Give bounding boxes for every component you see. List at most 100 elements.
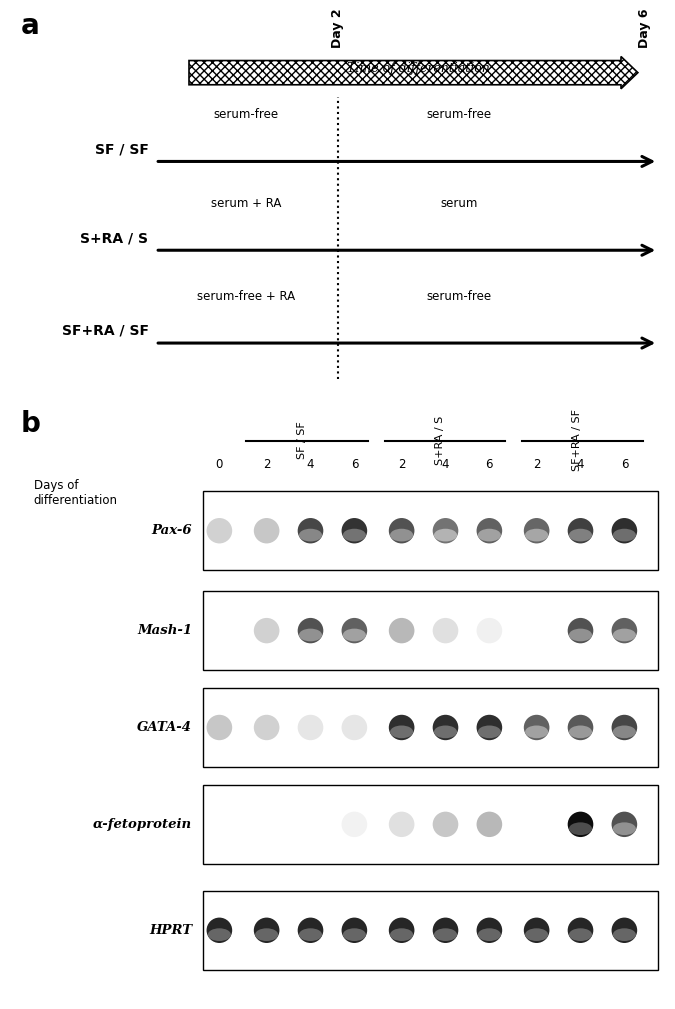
Ellipse shape xyxy=(477,917,502,943)
Ellipse shape xyxy=(298,714,323,741)
Ellipse shape xyxy=(612,811,637,837)
Text: serum-free: serum-free xyxy=(427,290,491,303)
Ellipse shape xyxy=(613,822,636,835)
Ellipse shape xyxy=(343,529,366,542)
Text: 6: 6 xyxy=(620,458,628,470)
Ellipse shape xyxy=(390,725,413,739)
Ellipse shape xyxy=(524,917,549,943)
Ellipse shape xyxy=(524,518,549,544)
Ellipse shape xyxy=(390,928,413,941)
Text: 4: 4 xyxy=(441,458,450,470)
Ellipse shape xyxy=(298,518,323,544)
Ellipse shape xyxy=(342,618,367,644)
Ellipse shape xyxy=(478,928,501,941)
Ellipse shape xyxy=(433,618,458,644)
Ellipse shape xyxy=(477,518,502,544)
Text: SF+RA / SF: SF+RA / SF xyxy=(61,324,148,338)
Text: b: b xyxy=(20,410,40,438)
Ellipse shape xyxy=(299,928,322,941)
Ellipse shape xyxy=(569,725,592,739)
Ellipse shape xyxy=(612,618,637,644)
Ellipse shape xyxy=(207,714,232,741)
Ellipse shape xyxy=(298,618,323,644)
Text: serum + RA: serum + RA xyxy=(211,197,281,210)
Ellipse shape xyxy=(477,618,502,644)
Text: serum-free: serum-free xyxy=(427,108,491,121)
Text: 4: 4 xyxy=(576,458,585,470)
FancyBboxPatch shape xyxy=(202,591,658,670)
Ellipse shape xyxy=(568,714,593,741)
Ellipse shape xyxy=(612,714,637,741)
Ellipse shape xyxy=(478,529,501,542)
Ellipse shape xyxy=(390,529,413,542)
Text: serum-free: serum-free xyxy=(214,108,279,121)
FancyBboxPatch shape xyxy=(202,785,658,864)
Ellipse shape xyxy=(612,518,637,544)
Ellipse shape xyxy=(254,518,279,544)
FancyBboxPatch shape xyxy=(202,688,658,767)
Ellipse shape xyxy=(568,618,593,644)
Text: Days of
differentiation: Days of differentiation xyxy=(34,479,117,508)
Ellipse shape xyxy=(298,917,323,943)
Ellipse shape xyxy=(568,518,593,544)
Ellipse shape xyxy=(433,714,458,741)
Text: Pax-6: Pax-6 xyxy=(152,525,192,537)
Ellipse shape xyxy=(568,917,593,943)
Ellipse shape xyxy=(433,917,458,943)
Ellipse shape xyxy=(299,529,322,542)
Ellipse shape xyxy=(343,928,366,941)
Ellipse shape xyxy=(342,518,367,544)
Text: SF / SF: SF / SF xyxy=(95,142,148,156)
Ellipse shape xyxy=(389,618,414,644)
Text: Day 6: Day 6 xyxy=(638,8,651,47)
Text: SF / SF: SF / SF xyxy=(297,421,307,459)
Text: 6: 6 xyxy=(350,458,358,470)
Ellipse shape xyxy=(434,529,457,542)
Text: α-fetoprotein: α-fetoprotein xyxy=(93,818,192,830)
Ellipse shape xyxy=(613,725,636,739)
Text: S+RA / S: S+RA / S xyxy=(80,231,148,245)
Ellipse shape xyxy=(389,714,414,741)
Ellipse shape xyxy=(343,629,366,642)
Text: 2: 2 xyxy=(398,458,406,470)
Text: Day 2: Day 2 xyxy=(331,8,344,47)
FancyBboxPatch shape xyxy=(202,491,658,570)
Ellipse shape xyxy=(477,811,502,837)
Ellipse shape xyxy=(568,811,593,837)
Ellipse shape xyxy=(342,811,367,837)
Ellipse shape xyxy=(254,917,279,943)
Text: 2: 2 xyxy=(533,458,541,470)
Ellipse shape xyxy=(478,725,501,739)
Ellipse shape xyxy=(207,917,232,943)
FancyBboxPatch shape xyxy=(202,891,658,970)
Ellipse shape xyxy=(613,629,636,642)
Ellipse shape xyxy=(525,529,548,542)
Ellipse shape xyxy=(613,529,636,542)
Text: 4: 4 xyxy=(306,458,315,470)
Text: serum-free + RA: serum-free + RA xyxy=(197,290,296,303)
Ellipse shape xyxy=(612,917,637,943)
Ellipse shape xyxy=(254,618,279,644)
Text: serum: serum xyxy=(440,197,478,210)
Ellipse shape xyxy=(524,714,549,741)
Ellipse shape xyxy=(342,917,367,943)
Ellipse shape xyxy=(342,714,367,741)
Ellipse shape xyxy=(477,714,502,741)
Ellipse shape xyxy=(208,928,231,941)
Text: Time of differentiation: Time of differentiation xyxy=(347,63,490,75)
Text: HPRT: HPRT xyxy=(149,924,192,936)
Text: S+RA / S: S+RA / S xyxy=(435,416,445,464)
Text: 0: 0 xyxy=(216,458,223,470)
Ellipse shape xyxy=(569,629,592,642)
Ellipse shape xyxy=(525,928,548,941)
Ellipse shape xyxy=(613,928,636,941)
FancyArrow shape xyxy=(189,57,638,89)
Text: 6: 6 xyxy=(485,458,493,470)
Ellipse shape xyxy=(433,518,458,544)
Ellipse shape xyxy=(433,811,458,837)
Ellipse shape xyxy=(207,518,232,544)
Text: a: a xyxy=(20,12,39,40)
Text: GATA-4: GATA-4 xyxy=(138,721,192,734)
Ellipse shape xyxy=(389,917,414,943)
Ellipse shape xyxy=(434,725,457,739)
